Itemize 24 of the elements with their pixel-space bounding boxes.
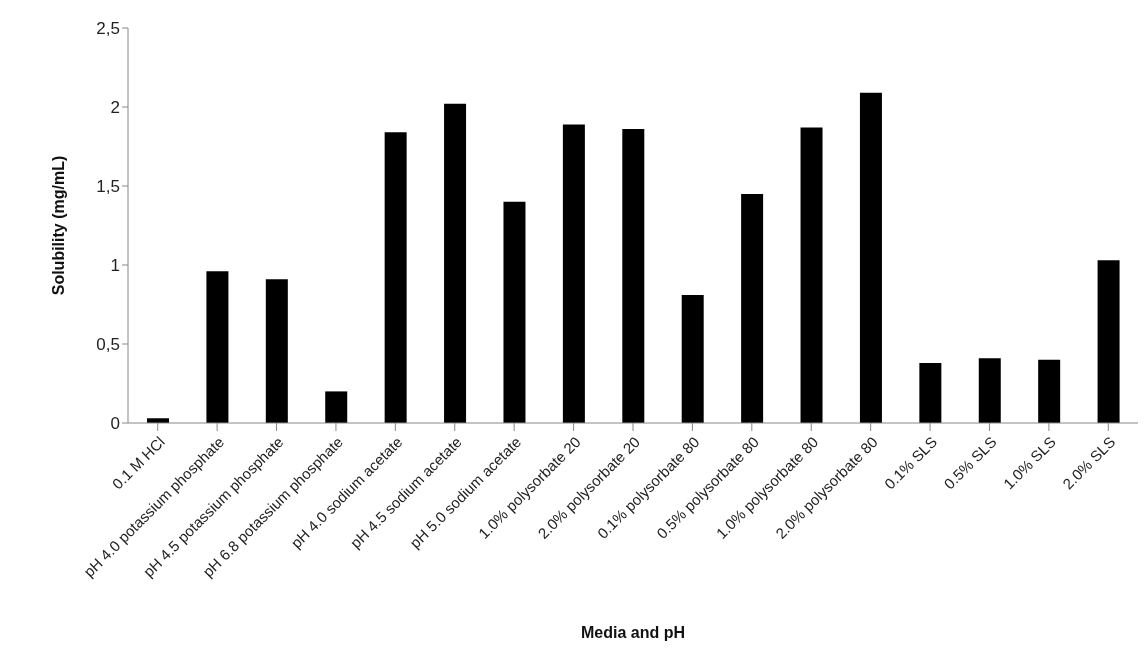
x-axis-title: Media and pH — [580, 624, 686, 641]
bar — [562, 124, 585, 423]
bar — [741, 193, 764, 423]
bar — [800, 127, 823, 423]
bar — [503, 201, 526, 423]
bar — [206, 271, 229, 423]
bar — [1097, 260, 1120, 423]
y-tick-label: 0 — [110, 414, 120, 434]
bar — [859, 92, 882, 423]
y-axis-title: Solubility (mg/mL) — [49, 155, 67, 296]
bar — [384, 132, 407, 423]
bar — [265, 279, 288, 423]
bar — [978, 358, 1001, 423]
bar — [325, 391, 348, 423]
y-tick-label: 2,5 — [96, 19, 120, 39]
bar — [1038, 359, 1061, 423]
y-tick-label: 0,5 — [96, 335, 120, 355]
y-tick-label: 2 — [110, 98, 120, 118]
bar — [444, 103, 467, 423]
bar — [919, 362, 942, 423]
bar — [622, 129, 645, 423]
bar — [681, 295, 704, 423]
y-tick-label: 1 — [110, 256, 120, 276]
y-tick-label: 1,5 — [96, 177, 120, 197]
